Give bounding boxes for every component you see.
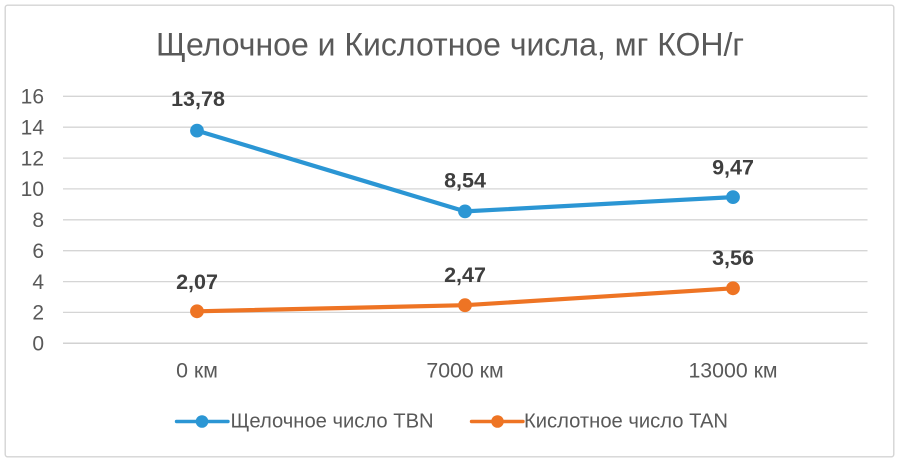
- svg-text:4: 4: [32, 271, 44, 294]
- svg-text:0 км: 0 км: [176, 359, 218, 383]
- svg-text:Щелочное и Кислотное числа, мг: Щелочное и Кислотное числа, мг КОН/г: [156, 27, 744, 63]
- svg-text:Кислотное число TAN: Кислотное число TAN: [524, 411, 728, 433]
- svg-text:7000 км: 7000 км: [426, 359, 503, 383]
- svg-text:0: 0: [32, 333, 44, 356]
- svg-text:13000 км: 13000 км: [688, 359, 777, 383]
- svg-text:6: 6: [32, 240, 44, 263]
- svg-text:8: 8: [32, 209, 44, 232]
- svg-text:14: 14: [21, 116, 45, 139]
- svg-text:10: 10: [21, 178, 44, 201]
- svg-text:2,07: 2,07: [176, 270, 218, 294]
- svg-text:12: 12: [21, 147, 44, 170]
- svg-text:9,47: 9,47: [712, 156, 754, 180]
- svg-text:2,47: 2,47: [444, 263, 486, 287]
- svg-text:3,56: 3,56: [712, 246, 754, 270]
- svg-text:13,78: 13,78: [171, 87, 225, 111]
- svg-text:16: 16: [21, 86, 44, 109]
- svg-text:Щелочное число TBN: Щелочное число TBN: [231, 411, 434, 433]
- svg-text:2: 2: [32, 302, 44, 325]
- svg-text:8,54: 8,54: [444, 169, 486, 193]
